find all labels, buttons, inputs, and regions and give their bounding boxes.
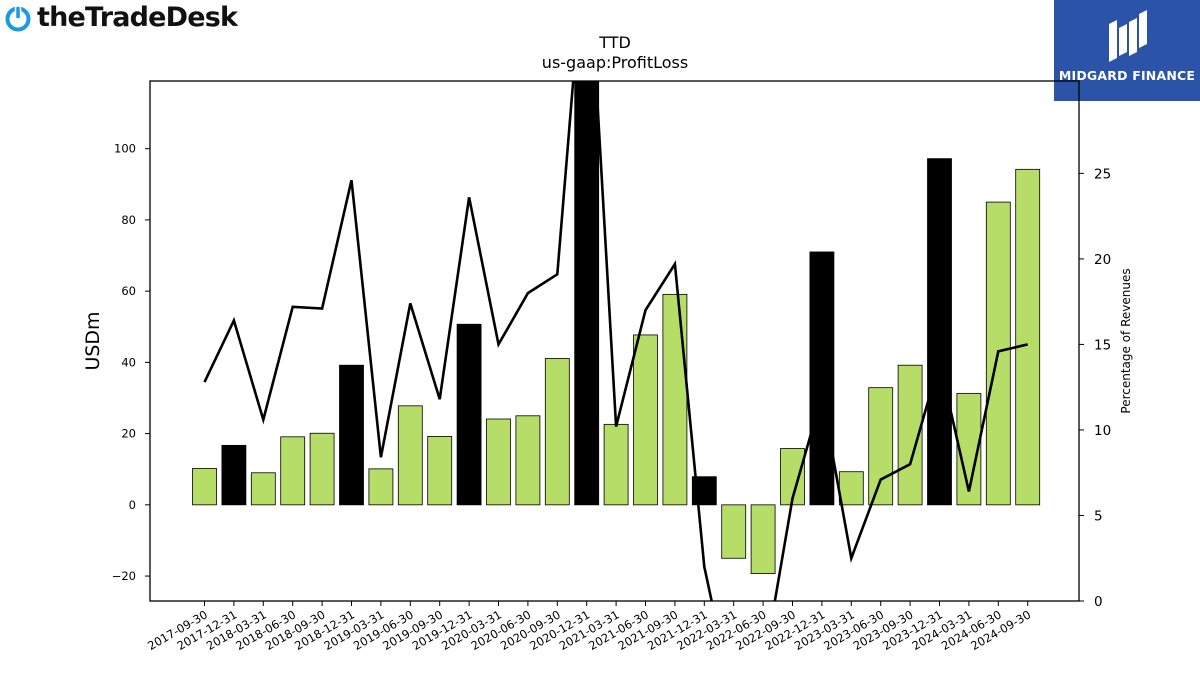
y-tick-label: 20 — [121, 427, 136, 441]
bar-2020-06-30 — [515, 415, 541, 506]
bar-2018-06-30 — [280, 436, 306, 506]
y-tick-label: 100 — [114, 142, 136, 156]
bar-2019-06-30 — [397, 405, 423, 506]
bar-2017-09-30 — [192, 468, 217, 506]
bar-2022-03-31 — [721, 504, 747, 559]
y-tick-label: 40 — [121, 355, 136, 369]
y2-tick-label: 15 — [1094, 337, 1111, 353]
y2-tick-label: 25 — [1094, 166, 1111, 182]
bar-2018-09-30 — [309, 432, 335, 506]
y2-tick-label: 5 — [1094, 508, 1103, 524]
chart-subtitle: us-gaap:ProfitLoss — [542, 53, 688, 72]
y2-tick-label: 0 — [1094, 594, 1103, 610]
y2-axis-label: Percentage of Revenues — [1119, 268, 1133, 413]
bar-2019-12-31 — [456, 323, 482, 506]
y-tick-label: 80 — [121, 213, 136, 227]
percentage-line — [203, 81, 1028, 601]
bar-2020-03-31 — [486, 418, 511, 506]
trade-desk-logo-text: theTradeDesk — [37, 2, 238, 33]
bar-2024-09-30 — [1015, 168, 1041, 506]
bar-2023-12-31 — [927, 158, 952, 506]
x-axis: 2017-09-302017-12-312018-03-312018-06-30… — [145, 601, 1033, 653]
plot-frame — [149, 80, 1080, 602]
bar-2023-03-31 — [838, 471, 864, 506]
bar-2019-09-30 — [427, 436, 453, 506]
y-axis-right: 0 5 10 15 20 25 — [1079, 166, 1111, 610]
bar-2021-06-30 — [633, 334, 658, 506]
trade-desk-logo-icon — [5, 4, 31, 31]
y-axis-left: −20 0 20 40 60 80 100 — [112, 142, 150, 583]
bar-2019-03-31 — [368, 468, 394, 506]
y-axis-label: USDm — [82, 311, 104, 370]
trade-desk-logo: theTradeDesk — [4, 2, 238, 33]
bar-2018-03-31 — [250, 472, 276, 506]
bars-group — [192, 81, 1041, 574]
line-group — [203, 81, 1028, 601]
bar-2022-06-30 — [750, 504, 776, 574]
y2-tick-label: 10 — [1094, 423, 1111, 439]
y2-tick-label: 20 — [1094, 252, 1111, 268]
y-tick-label: −20 — [112, 569, 136, 583]
bar-2017-12-31 — [221, 444, 247, 506]
bar-2023-06-30 — [868, 387, 894, 506]
y-tick-label: 60 — [121, 284, 136, 298]
bar-2020-12-31 — [574, 81, 600, 506]
midgard-logo-icon — [1109, 10, 1147, 62]
y-tick-label: 0 — [129, 498, 136, 512]
bar-2021-09-30 — [662, 293, 688, 506]
bar-2020-09-30 — [544, 358, 570, 506]
bar-2022-12-31 — [809, 251, 835, 506]
midgard-logo-text: MIDGARD FINANCE — [1058, 68, 1196, 83]
bar-2018-12-31 — [339, 364, 364, 506]
chart-title: TTD — [598, 33, 631, 52]
midgard-finance-logo: MIDGARD FINANCE — [1054, 0, 1200, 101]
bar-2021-03-31 — [603, 423, 629, 506]
